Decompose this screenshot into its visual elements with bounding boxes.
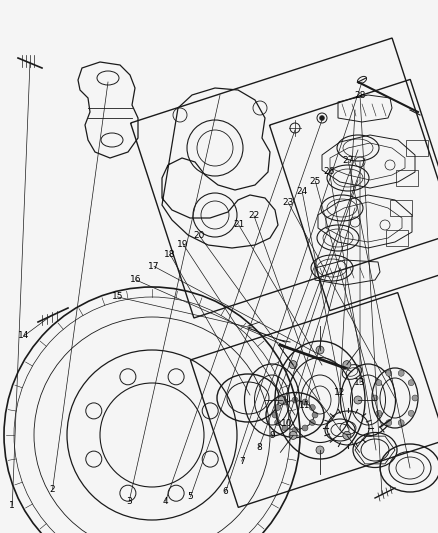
Circle shape [319,116,325,120]
Circle shape [343,431,351,439]
Bar [406,140,428,156]
Bar [390,200,412,216]
Circle shape [386,419,392,426]
Text: 14: 14 [18,332,30,340]
Text: 12: 12 [334,389,346,397]
Circle shape [316,346,324,354]
Text: 11: 11 [299,401,310,409]
Text: 2: 2 [50,485,55,494]
Text: 3: 3 [126,497,132,505]
Text: 16: 16 [130,276,141,284]
Circle shape [376,410,382,416]
Text: 4: 4 [163,497,168,505]
Circle shape [278,396,286,404]
Text: 6: 6 [223,488,229,496]
Circle shape [289,361,297,369]
Circle shape [309,419,315,425]
Text: 21: 21 [233,221,244,229]
Circle shape [289,431,297,439]
Circle shape [282,425,288,431]
Circle shape [292,427,298,433]
Circle shape [282,399,288,405]
Text: 20: 20 [194,231,205,240]
Text: 19: 19 [177,240,189,248]
Circle shape [292,397,298,403]
Circle shape [272,412,278,418]
Circle shape [275,405,281,410]
Circle shape [408,410,414,416]
Text: 9: 9 [269,432,276,440]
Circle shape [309,405,315,410]
Bar [386,230,408,246]
Text: 26: 26 [324,167,335,176]
Circle shape [398,370,404,376]
Text: 28: 28 [354,92,366,100]
Text: 24: 24 [297,188,308,196]
Text: 7: 7 [239,457,245,465]
Circle shape [275,419,281,425]
Circle shape [312,412,318,418]
Text: 13: 13 [354,378,366,387]
Circle shape [354,396,362,404]
Text: 15: 15 [112,293,123,301]
Text: 17: 17 [148,262,160,271]
Circle shape [376,379,382,386]
Text: 22: 22 [248,212,260,220]
Circle shape [412,395,418,401]
Circle shape [408,379,414,386]
Text: 23: 23 [283,198,294,207]
Text: 8: 8 [256,443,262,452]
Circle shape [302,399,308,405]
Text: 10: 10 [281,419,293,428]
Text: 27: 27 [343,157,354,165]
Circle shape [398,419,404,426]
Text: 18: 18 [164,250,176,259]
Circle shape [386,370,392,376]
Circle shape [372,395,378,401]
Bar [396,170,418,186]
Text: 5: 5 [187,492,194,501]
Circle shape [343,361,351,369]
Circle shape [302,425,308,431]
Text: 1: 1 [9,501,15,510]
Text: 25: 25 [310,177,321,185]
Circle shape [316,446,324,454]
